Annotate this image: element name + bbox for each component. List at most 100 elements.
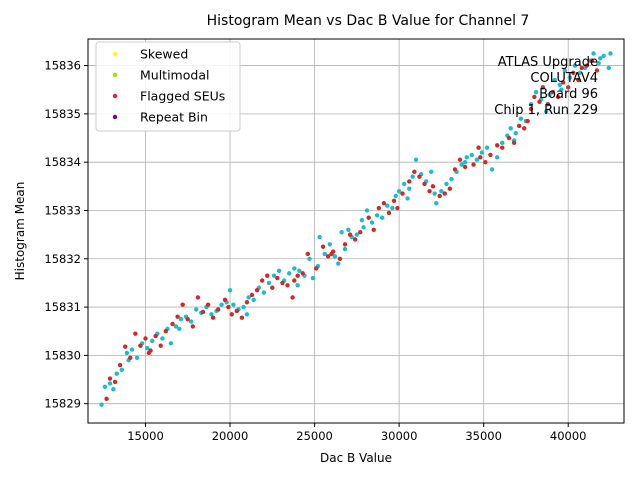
- data-point: [229, 312, 234, 317]
- data-point: [134, 355, 140, 360]
- data-point: [249, 292, 255, 298]
- data-point: [500, 140, 505, 146]
- data-point: [119, 367, 125, 373]
- data-point: [500, 145, 505, 150]
- data-point: [241, 304, 246, 310]
- y-tick-label: 15834: [44, 155, 81, 169]
- grid: [88, 39, 624, 423]
- data-point: [429, 169, 434, 175]
- data-point: [153, 333, 158, 339]
- data-point: [307, 256, 312, 261]
- chart-title: Histogram Mean vs Dac B Value for Channe…: [207, 13, 530, 29]
- x-tick-label: 30000: [381, 429, 418, 443]
- legend-marker: [112, 114, 118, 120]
- data-point: [444, 181, 449, 187]
- data-point: [550, 89, 556, 95]
- data-point: [528, 106, 534, 112]
- data-point: [540, 85, 546, 90]
- data-point: [452, 167, 458, 172]
- data-point: [359, 217, 365, 223]
- data-point: [544, 109, 549, 114]
- data-point: [138, 343, 143, 348]
- data-point: [412, 169, 417, 175]
- data-point: [571, 70, 576, 76]
- series-flagged-seus: [104, 58, 600, 402]
- data-point: [449, 176, 454, 182]
- data-point: [129, 347, 135, 352]
- data-point: [292, 266, 297, 271]
- data-point: [410, 174, 415, 179]
- data-point: [381, 201, 387, 206]
- data-point: [396, 188, 402, 194]
- data-point: [185, 316, 190, 322]
- data-point: [417, 174, 422, 179]
- data-point: [259, 278, 265, 283]
- data-point: [325, 254, 331, 259]
- data-point: [346, 227, 351, 232]
- data-point: [329, 251, 334, 257]
- data-point: [143, 336, 148, 341]
- data-point: [122, 344, 128, 349]
- data-point: [194, 307, 199, 312]
- data-point: [413, 157, 419, 162]
- legend-marker: [112, 72, 118, 78]
- data-point: [560, 80, 566, 85]
- data-point: [112, 379, 118, 385]
- data-point: [205, 302, 211, 307]
- data-point: [407, 186, 412, 191]
- data-point: [462, 164, 468, 170]
- data-point: [386, 210, 392, 216]
- data-point: [170, 321, 175, 327]
- data-point: [305, 251, 311, 257]
- data-point: [422, 181, 427, 187]
- data-point: [317, 234, 322, 240]
- data-point: [99, 402, 104, 407]
- data-point: [188, 319, 194, 324]
- data-point: [364, 208, 370, 213]
- data-point: [432, 191, 437, 196]
- data-point: [516, 123, 522, 129]
- data-point: [537, 99, 542, 104]
- data-point: [295, 273, 300, 278]
- data-point: [168, 341, 174, 346]
- data-point: [464, 155, 469, 160]
- data-point: [358, 230, 363, 235]
- axis-ticks: 15000 20000 25000 30000 35000 40000 15829 15830…: [44, 59, 586, 443]
- data-point: [231, 302, 236, 307]
- data-point: [598, 56, 603, 61]
- data-point: [336, 261, 341, 266]
- y-tick-label: 15833: [44, 203, 81, 217]
- data-point: [266, 280, 272, 286]
- data-point: [300, 271, 305, 276]
- data-point: [545, 102, 551, 107]
- data-point: [352, 237, 358, 242]
- data-point: [427, 188, 432, 194]
- data-point: [400, 191, 405, 196]
- y-tick-label: 15830: [44, 348, 81, 362]
- x-axis-label: Dac B Value: [320, 451, 392, 465]
- data-point: [566, 85, 571, 90]
- legend-label: Skewed: [140, 47, 188, 62]
- data-point: [577, 70, 583, 76]
- data-point: [437, 193, 442, 199]
- data-point: [393, 193, 398, 199]
- data-point: [320, 244, 326, 249]
- data-point: [285, 283, 290, 288]
- data-point: [133, 331, 138, 336]
- y-tick-label: 15829: [44, 397, 81, 411]
- data-point: [227, 287, 233, 293]
- data-point: [107, 381, 113, 386]
- data-point: [430, 184, 436, 189]
- data-point: [547, 92, 552, 97]
- x-tick-label: 25000: [296, 429, 333, 443]
- data-point: [584, 63, 590, 68]
- data-point: [511, 140, 517, 146]
- data-point: [342, 246, 348, 252]
- data-point: [522, 126, 527, 131]
- data-point: [200, 309, 206, 315]
- annotation-line: COLUTAV4: [530, 71, 598, 86]
- data-point: [533, 89, 539, 95]
- data-point: [111, 386, 116, 392]
- data-point: [254, 287, 260, 293]
